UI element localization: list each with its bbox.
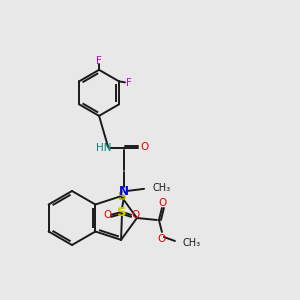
Text: CH₃: CH₃ — [183, 238, 201, 248]
Text: N: N — [119, 185, 129, 198]
Text: HN: HN — [96, 143, 112, 153]
Text: O: O — [131, 210, 139, 220]
Text: O: O — [158, 234, 166, 244]
Text: O: O — [103, 210, 111, 220]
Text: S: S — [117, 206, 127, 219]
Text: O: O — [159, 198, 167, 208]
Text: S: S — [117, 190, 125, 203]
Text: O: O — [140, 142, 148, 152]
Text: F: F — [126, 78, 132, 88]
Text: F: F — [96, 56, 102, 66]
Text: CH₃: CH₃ — [152, 183, 170, 193]
